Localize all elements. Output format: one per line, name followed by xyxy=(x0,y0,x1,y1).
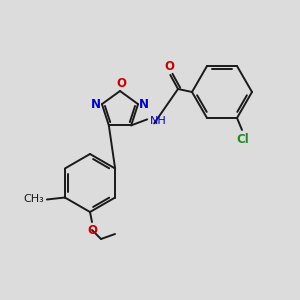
Text: Cl: Cl xyxy=(237,133,249,146)
Text: NH: NH xyxy=(150,116,167,126)
Text: CH₃: CH₃ xyxy=(23,194,44,205)
Text: O: O xyxy=(116,77,126,90)
Text: N: N xyxy=(139,98,149,111)
Text: O: O xyxy=(164,60,174,73)
Text: O: O xyxy=(87,224,97,237)
Text: N: N xyxy=(91,98,101,111)
